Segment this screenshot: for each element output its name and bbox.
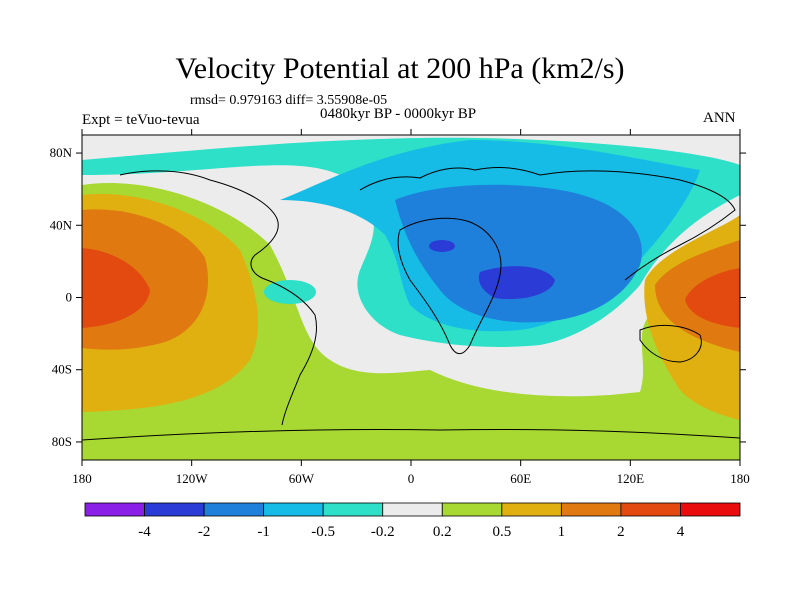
colorbar-label: 2 (617, 524, 625, 540)
lon-tick-label: 120W (176, 471, 209, 486)
contour-band-positive-max-west-pacific (685, 268, 740, 328)
experiment-label: Expt = teVuo-tevua (82, 112, 200, 128)
coastlines (82, 167, 740, 441)
colorbar-label: -1 (257, 524, 270, 540)
colorbar-swatch (620, 502, 681, 517)
colorbar-label: 0.2 (433, 524, 452, 540)
colorbar: -4 -2 -1 -0.5 -0.2 0.2 0.5 1 2 4 (84, 502, 741, 540)
lat-tick-label: 40S (52, 362, 72, 377)
lat-tick-label: 80S (52, 434, 72, 449)
lon-tick-label: 180 (72, 471, 92, 486)
coastline-asia (539, 170, 736, 281)
colorbar-swatch (322, 502, 384, 517)
period-label: 0480kyr BP - 0000kyr BP (320, 106, 477, 122)
coastline-europe (359, 167, 541, 191)
lon-tick-label: 180 (730, 471, 750, 486)
colorbar-label: -4 (138, 524, 151, 540)
coastline-antarctica (82, 428, 740, 441)
lat-tick-label: 40N (50, 217, 73, 232)
colorbar-label: 1 (558, 524, 566, 540)
contour-band-negative-max-africa (478, 266, 555, 300)
colorbar-swatch (382, 502, 443, 517)
contour-band-positive-max-east-pacific (82, 248, 150, 328)
lon-tick-label: 120E (617, 471, 645, 486)
contour-band-negative-max-sahara (429, 240, 455, 252)
contour-band-positive-low (82, 183, 740, 460)
colorbar-label: -2 (198, 524, 211, 540)
colorbar-swatch (680, 502, 741, 517)
map-title: Velocity Potential at 200 hPa (km2/s) (175, 52, 625, 85)
colorbar-swatch (441, 502, 503, 517)
colorbar-swatch (203, 502, 265, 517)
colorbar-swatch (263, 502, 324, 517)
coastline-australia (639, 325, 702, 363)
season-label: ANN (703, 110, 736, 126)
colorbar-label: 0.5 (492, 524, 511, 540)
lon-tick-label: 0 (408, 471, 415, 486)
colorbar-label: -0.2 (371, 524, 395, 540)
lat-tick-label: 80N (50, 145, 73, 160)
colorbar-label: 4 (677, 524, 685, 540)
contour-fill-field (82, 135, 740, 460)
colorbar-swatch (84, 502, 145, 517)
coastline-africa (397, 217, 502, 355)
colorbar-swatch (144, 502, 205, 517)
colorbar-label: -0.5 (311, 524, 335, 540)
lon-tick-label: 60W (289, 471, 315, 486)
lat-tick-label: 0 (66, 290, 73, 305)
rmsd-diff-stats: rmsd= 0.979163 diff= 3.55908e-05 (190, 93, 388, 108)
colorbar-swatch (560, 502, 622, 517)
lon-tick-label: 60E (510, 471, 531, 486)
coastline-south-america (271, 281, 318, 426)
colorbar-swatch (501, 502, 562, 517)
coastline-north-america (119, 170, 279, 283)
map-axes: 80N 40N 0 40S 80S 180 120W 60W 0 60E 120E 180 (50, 129, 750, 486)
